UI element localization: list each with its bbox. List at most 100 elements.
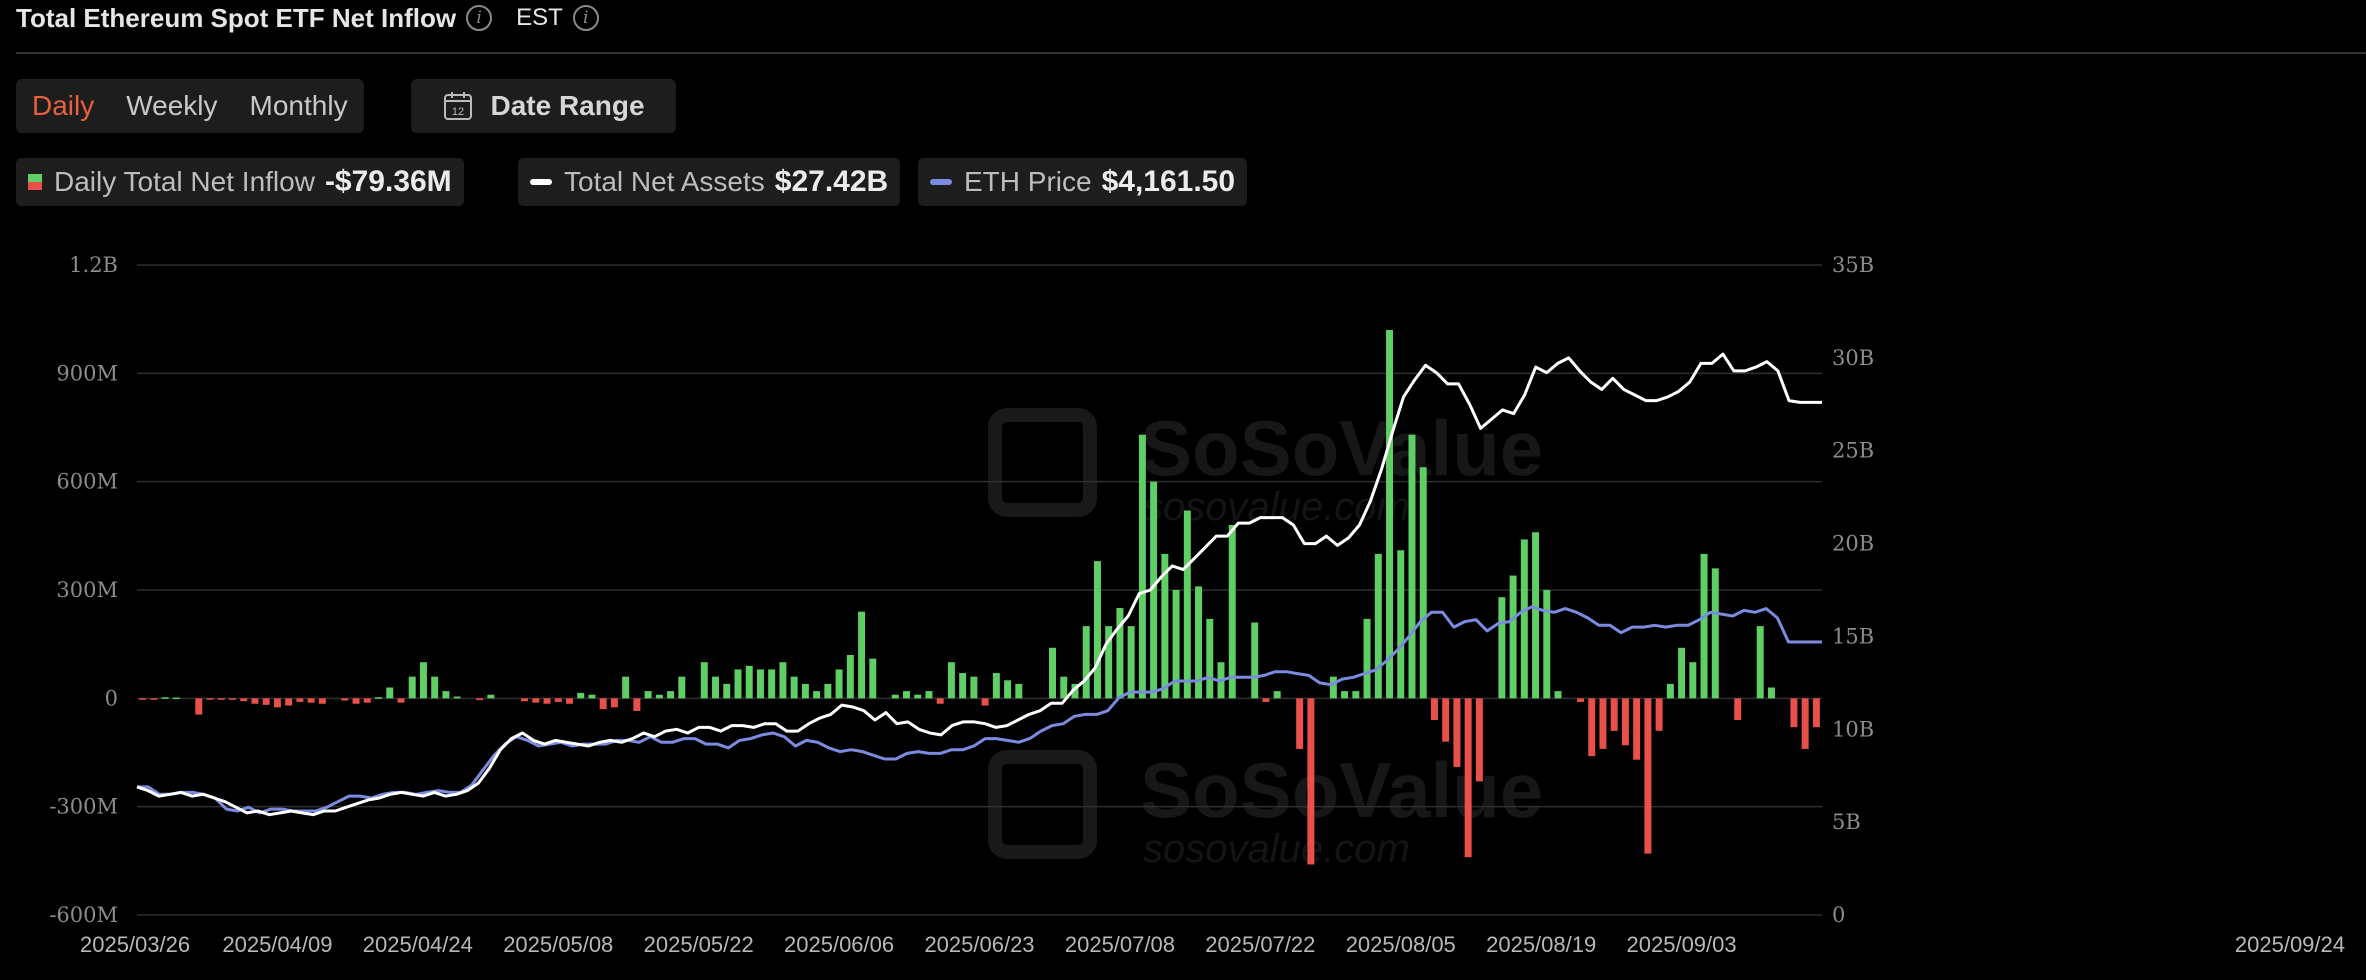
inflow-bar bbox=[1206, 618, 1214, 699]
y-right-tick: 20B bbox=[1832, 532, 1874, 556]
inflow-bar bbox=[1419, 467, 1427, 699]
inflow-bar bbox=[936, 698, 944, 704]
watermark-logo-icon bbox=[988, 408, 1097, 517]
period-daily-button[interactable]: Daily bbox=[32, 90, 95, 121]
inflow-bar bbox=[869, 658, 877, 699]
timezone-label: EST bbox=[516, 4, 563, 31]
svg-text:12: 12 bbox=[452, 106, 464, 118]
inflow-bar bbox=[655, 694, 663, 699]
eth-price-line bbox=[137, 605, 1822, 815]
inflow-bar bbox=[1397, 550, 1405, 699]
inflow-bar bbox=[543, 698, 551, 704]
inflow-bar bbox=[206, 698, 214, 700]
x-tick-label: 2025/05/08 bbox=[503, 932, 613, 957]
legend-assets-value: $27.42B bbox=[774, 165, 889, 198]
legend-inflow[interactable]: Daily Total Net Inflow -$79.36M bbox=[16, 158, 464, 206]
inflow-bar bbox=[712, 676, 719, 699]
inflow-bar bbox=[1621, 698, 1629, 746]
inflow-bar bbox=[633, 698, 641, 711]
watermark-brand: SoSoValue bbox=[1140, 404, 1543, 492]
inflow-bar bbox=[1296, 698, 1304, 749]
y-axis-right: 35B 30B 25B 20B 15B 10B 5B 0 bbox=[1832, 253, 1874, 927]
y-right-tick: 10B bbox=[1832, 717, 1874, 741]
inflow-bar bbox=[745, 665, 753, 699]
inflow-bar bbox=[1093, 561, 1101, 699]
inflow-bar bbox=[891, 694, 899, 699]
inflow-bar bbox=[1610, 698, 1618, 731]
inflow-bar bbox=[1049, 647, 1056, 699]
inflow-bar bbox=[1666, 683, 1674, 699]
inflow-bar bbox=[1150, 481, 1158, 699]
etf-chart[interactable]: SoSoValuesosovalue.comSoSoValuesosovalue… bbox=[0, 220, 2366, 980]
inflow-bar bbox=[1341, 691, 1349, 699]
inflow-bar bbox=[599, 698, 607, 710]
date-range-button[interactable]: 12 Date Range bbox=[411, 79, 676, 133]
y-left-tick: -600M bbox=[49, 903, 118, 927]
inflow-bar bbox=[150, 698, 158, 700]
inflow-bar bbox=[925, 691, 933, 699]
legend-price[interactable]: ETH Price $4,161.50 bbox=[918, 158, 1248, 206]
inflow-bar bbox=[622, 676, 630, 699]
inflow-bar bbox=[161, 697, 169, 699]
y-left-tick: 900M bbox=[56, 361, 118, 385]
inflow-bar bbox=[1554, 691, 1562, 699]
inflow-bar bbox=[1633, 698, 1641, 760]
title-info-icon[interactable]: i bbox=[466, 5, 493, 31]
inflow-bar bbox=[1711, 568, 1719, 699]
legend-assets[interactable]: Total Net Assets $27.42B bbox=[518, 158, 901, 206]
inflow-bar bbox=[262, 698, 270, 705]
inflow-bar bbox=[588, 694, 596, 699]
inflow-bar bbox=[1071, 683, 1079, 699]
inflow-bar bbox=[1195, 586, 1203, 699]
calendar-icon: 12 bbox=[444, 92, 473, 120]
inflow-bar bbox=[251, 698, 259, 704]
inflow-bar bbox=[700, 662, 708, 699]
inflow-bar bbox=[1644, 698, 1652, 854]
inflow-bar bbox=[1509, 575, 1517, 699]
inflow-bar bbox=[813, 691, 821, 699]
inflow-swatch-icon bbox=[28, 174, 42, 190]
inflow-bar bbox=[318, 698, 326, 704]
inflow-bar bbox=[1329, 676, 1337, 699]
inflow-bar bbox=[1588, 698, 1596, 757]
inflow-bar bbox=[1374, 553, 1382, 699]
y-left-tick: 0 bbox=[105, 686, 118, 710]
inflow-bar bbox=[487, 694, 495, 699]
x-tick-label: 2025/08/19 bbox=[1486, 932, 1596, 957]
inflow-bar bbox=[1543, 590, 1551, 699]
inflow-bar bbox=[1689, 662, 1697, 699]
inflow-bar bbox=[1127, 626, 1135, 699]
inflow-bar bbox=[419, 662, 427, 699]
period-monthly-button[interactable]: Monthly bbox=[249, 90, 348, 121]
y-axis-left: 1.2B 900M 600M 300M 0 -300M -600M bbox=[49, 253, 118, 927]
page-title: Total Ethereum Spot ETF Net Inflow bbox=[16, 2, 457, 33]
inflow-bar bbox=[801, 683, 809, 699]
inflow-bar bbox=[1734, 698, 1742, 720]
x-tick-label: 2025/09/24 bbox=[2235, 932, 2345, 957]
timezone-info-icon[interactable]: i bbox=[572, 5, 599, 31]
inflow-bar bbox=[375, 697, 382, 699]
inflow-bar bbox=[992, 673, 1000, 699]
period-weekly-button[interactable]: Weekly bbox=[126, 90, 218, 121]
watermark-logo-icon bbox=[988, 750, 1097, 859]
inflow-bar bbox=[734, 669, 742, 699]
inflow-bars bbox=[139, 330, 1820, 865]
inflow-bar bbox=[273, 698, 281, 708]
inflow-bar bbox=[352, 698, 360, 704]
inflow-bar bbox=[1183, 510, 1191, 699]
inflow-bar bbox=[1363, 618, 1371, 699]
inflow-bar bbox=[453, 696, 461, 699]
inflow-bar bbox=[285, 698, 293, 706]
inflow-bar bbox=[723, 683, 731, 699]
inflow-bar bbox=[1655, 698, 1663, 731]
legend-assets-label: Total Net Assets bbox=[564, 166, 765, 197]
inflow-bar bbox=[554, 698, 562, 702]
inflow-bar bbox=[1577, 698, 1584, 702]
inflow-bar bbox=[981, 698, 989, 706]
inflow-bar bbox=[1251, 622, 1259, 699]
inflow-bar bbox=[1464, 698, 1472, 858]
inflow-bar bbox=[1408, 434, 1416, 699]
x-tick-label: 2025/06/23 bbox=[924, 932, 1034, 957]
inflow-bar bbox=[240, 698, 248, 702]
y-left-tick: 600M bbox=[56, 470, 118, 494]
